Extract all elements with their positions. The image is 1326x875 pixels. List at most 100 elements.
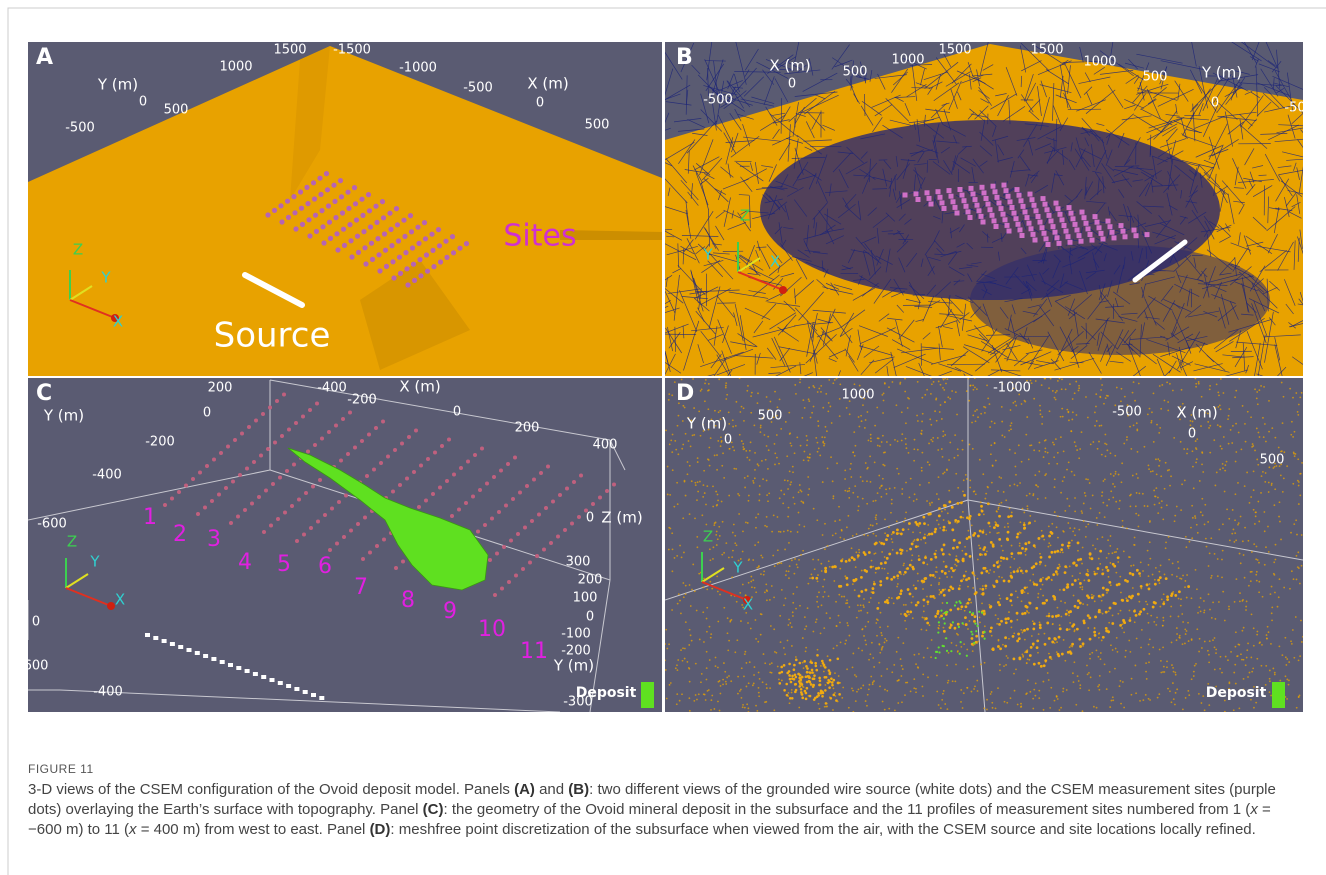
site-dot: [457, 508, 461, 512]
node: [1044, 633, 1046, 635]
node: [1023, 522, 1025, 524]
node: [1071, 583, 1074, 586]
site-dot: [459, 466, 463, 470]
node: [1032, 642, 1035, 645]
node: [757, 513, 759, 515]
site-dot: [384, 264, 389, 269]
node: [954, 519, 957, 522]
node: [811, 669, 814, 672]
site-dot: [1020, 233, 1025, 238]
node: [1195, 462, 1197, 464]
node: [825, 426, 827, 428]
node: [798, 491, 800, 493]
node: [1215, 649, 1217, 651]
node: [1096, 573, 1098, 575]
node: [1128, 556, 1130, 558]
node: [937, 449, 939, 451]
node: [1159, 582, 1161, 584]
node: [1153, 490, 1155, 492]
node: [1150, 422, 1152, 424]
node: [1208, 565, 1210, 567]
node: [998, 476, 1000, 478]
node: [990, 444, 992, 446]
node: [955, 664, 957, 666]
node: [967, 687, 969, 689]
node: [1166, 666, 1168, 668]
site-dot: [1073, 222, 1078, 227]
node: [1067, 522, 1069, 524]
node: [977, 641, 979, 643]
node: [1274, 488, 1276, 490]
node: [875, 622, 877, 624]
node: [691, 589, 693, 591]
node: [886, 690, 888, 692]
site-dot: [292, 210, 297, 215]
node: [740, 689, 742, 691]
node: [1116, 548, 1118, 550]
site-dot: [212, 458, 216, 462]
node: [858, 595, 861, 598]
node: [1075, 564, 1078, 567]
site-dot: [347, 222, 352, 227]
node: [1136, 422, 1138, 424]
node: [1007, 657, 1009, 659]
node: [1199, 638, 1201, 640]
node: [838, 594, 840, 596]
node: [1299, 583, 1301, 585]
node: [765, 459, 767, 461]
node: [805, 650, 807, 652]
node: [864, 639, 866, 641]
node: [1028, 459, 1030, 461]
node: [762, 557, 764, 559]
node: [969, 487, 971, 489]
node: [881, 551, 883, 553]
node: [1261, 475, 1263, 477]
node: [1020, 703, 1022, 705]
node: [1001, 502, 1003, 504]
site-dot: [473, 453, 477, 457]
node: [1112, 483, 1114, 485]
node: [1033, 493, 1035, 495]
node: [929, 502, 931, 504]
node: [839, 622, 841, 624]
node: [1226, 461, 1228, 463]
site-dot: [1002, 183, 1007, 188]
node: [748, 495, 750, 497]
node: [1279, 578, 1281, 580]
node: [1228, 408, 1230, 410]
node: [1007, 515, 1010, 518]
node: [967, 602, 970, 605]
node: [1101, 600, 1103, 602]
node: [1081, 563, 1083, 565]
node: [1269, 678, 1271, 680]
node: [1039, 442, 1041, 444]
node: [746, 457, 748, 459]
node: [1138, 572, 1141, 575]
node: [897, 702, 899, 704]
node: [841, 697, 843, 699]
node: [993, 564, 996, 567]
node: [833, 580, 835, 582]
node: [807, 456, 809, 458]
node: [1209, 552, 1211, 554]
node: [979, 621, 981, 623]
site-dot: [1025, 215, 1030, 220]
node: [1052, 442, 1054, 444]
node: [802, 399, 804, 401]
node: [754, 477, 756, 479]
node: [1201, 452, 1203, 454]
node: [1062, 480, 1064, 482]
site-dot: [342, 243, 347, 248]
site-dot: [445, 479, 449, 483]
node: [761, 613, 763, 615]
node: [1044, 447, 1046, 449]
node: [788, 619, 790, 621]
node: [865, 462, 867, 464]
node: [1166, 381, 1168, 383]
node: [679, 600, 681, 602]
node: [1205, 538, 1207, 540]
node: [876, 635, 878, 637]
node: [951, 576, 953, 578]
node: [1115, 471, 1117, 473]
node: [1059, 627, 1062, 630]
